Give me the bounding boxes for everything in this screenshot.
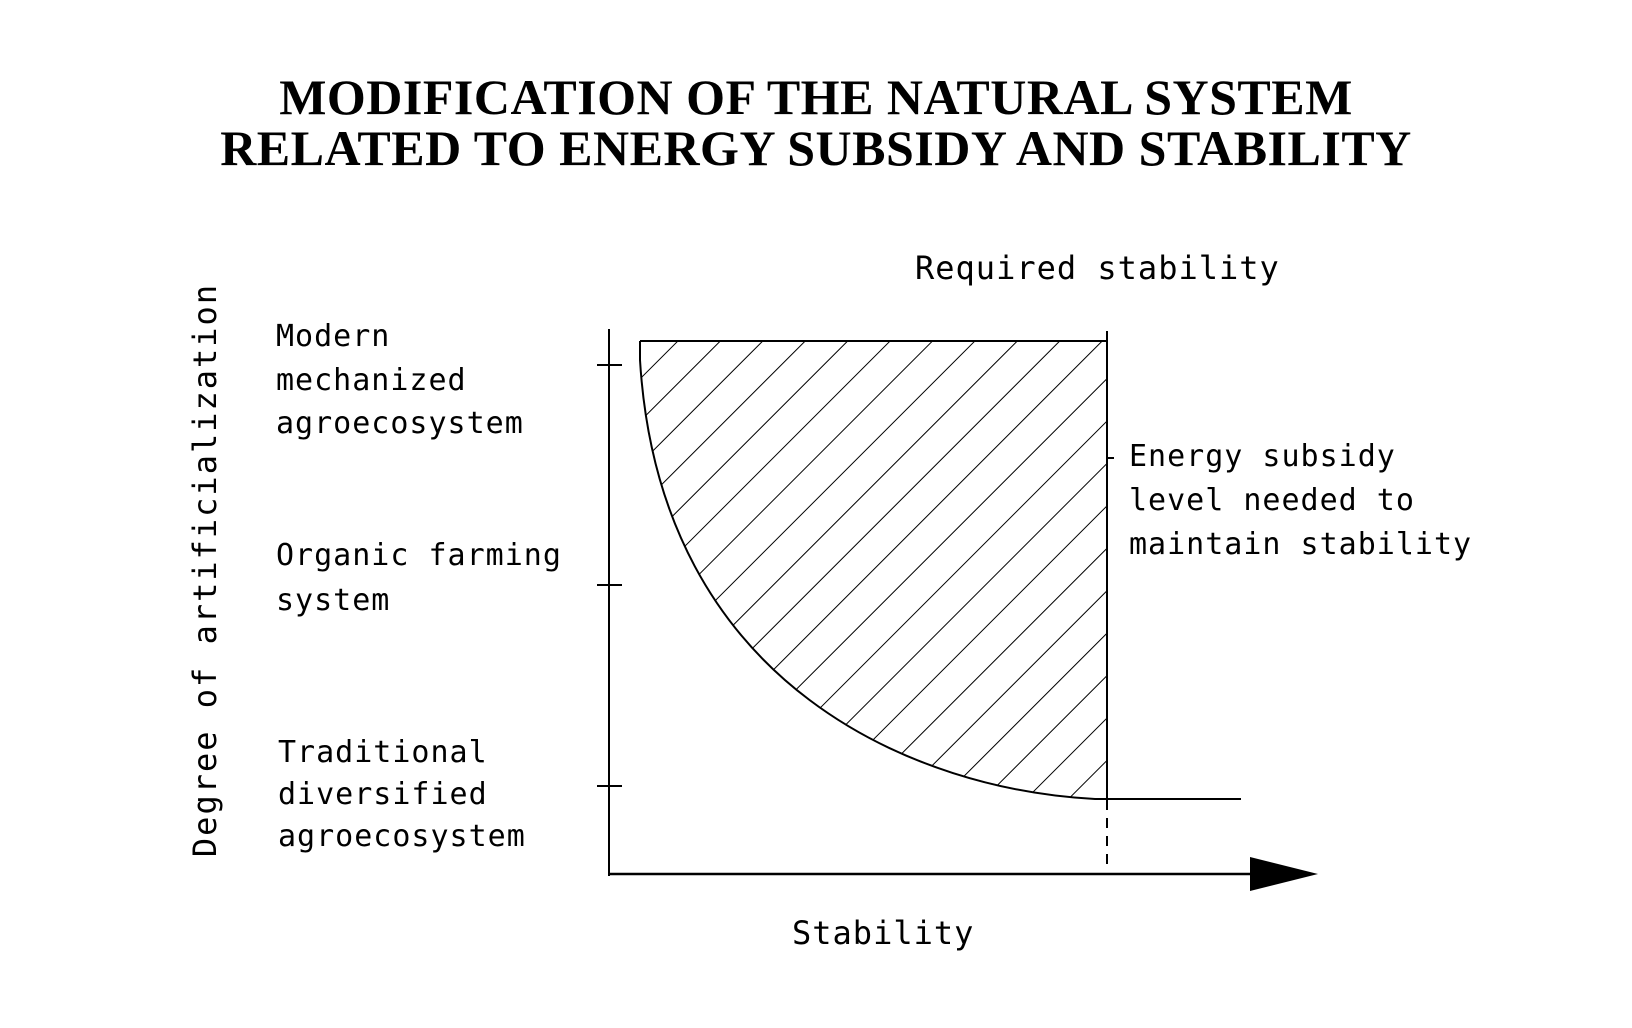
level-label-traditional-line-2: diversified — [278, 777, 488, 812]
level-label-organic-line-1: Organic farming — [276, 538, 562, 573]
level-label-organic-line-2: system — [276, 583, 391, 618]
energy-subsidy-line-3: maintain stability — [1129, 527, 1473, 562]
stability-curve — [639, 359, 1107, 800]
energy-subsidy-label: Energy subsidy level needed to maintain … — [1129, 442, 1472, 560]
diagram-title-line-1: MODIFICATION OF THE NATURAL SYSTEM — [279, 69, 1353, 125]
energy-subsidy-line-1: Energy subsidy — [1129, 439, 1396, 474]
required-stability-label: Required stability — [915, 249, 1280, 287]
level-label-traditional: Traditional diversified agroecosystem — [278, 738, 526, 852]
level-label-modern-line-3: agroecosystem — [276, 406, 524, 441]
diagram-title-line-2: RELATED TO ENERGY SUBSIDY AND STABILITY — [220, 120, 1412, 176]
level-label-traditional-line-3: agroecosystem — [278, 819, 526, 854]
level-label-modern-line-1: Modern — [276, 319, 391, 354]
energy-subsidy-region — [640, 341, 1107, 799]
level-label-modern-line-2: mechanized — [276, 363, 467, 398]
level-label-modern: Modern mechanized agroecosystem — [276, 322, 524, 439]
level-label-organic: Organic farming system — [276, 541, 562, 616]
level-label-traditional-line-1: Traditional — [278, 735, 488, 770]
x-axis-label: Stability — [792, 914, 975, 952]
x-axis-arrow-head — [1250, 857, 1318, 891]
energy-subsidy-line-2: level needed to — [1129, 483, 1415, 518]
